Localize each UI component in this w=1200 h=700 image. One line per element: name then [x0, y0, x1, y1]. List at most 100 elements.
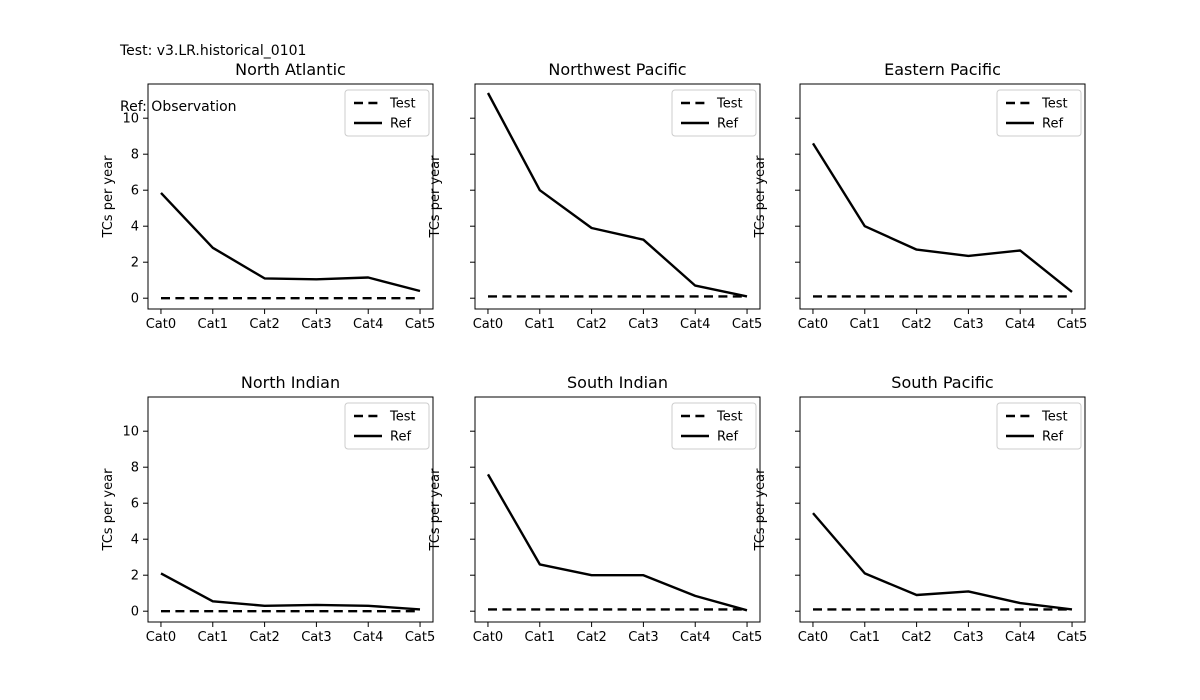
legend: Test Ref — [996, 402, 1082, 450]
x-tick-label: Cat1 — [198, 630, 228, 645]
x-tick-label: Cat1 — [525, 630, 555, 645]
chart-svg: Northwest Pacific TCs per year Cat0 Cat1 Cat… — [428, 60, 762, 332]
y-axis-label: TCs per year — [753, 468, 768, 552]
y-axis-label: TCs per year — [101, 468, 116, 552]
chart-panel-north-indian: North Indian TCs per year 0 2 4 6 8 10 Cat0 Cat1 C… — [100, 367, 445, 677]
legend-label-test: Test — [1041, 410, 1068, 425]
x-tick-label: Cat1 — [198, 317, 228, 332]
figure-header: Test: v3.LR.historical_0101 Ref: Observa… — [120, 5, 306, 153]
x-tick-label: Cat3 — [953, 630, 983, 645]
chart-title: Northwest Pacific — [548, 60, 686, 79]
y-tick-label: 6 — [131, 497, 139, 512]
x-tick-label: Cat1 — [525, 317, 555, 332]
x-tick-label: Cat3 — [301, 630, 331, 645]
axes-frame — [474, 83, 761, 310]
chart-title: North Indian — [241, 373, 340, 392]
x-tick-label: Cat3 — [301, 317, 331, 332]
x-tick-label: Cat2 — [576, 630, 606, 645]
legend-label-ref: Ref — [717, 117, 738, 132]
legend-label-test: Test — [389, 410, 416, 425]
x-tick-label: Cat2 — [901, 317, 931, 332]
y-tick-label: 4 — [131, 533, 139, 548]
chart-panel-northwest-pacific: Northwest Pacific TCs per year Cat0 Cat1 Cat… — [427, 54, 772, 364]
header-test-line: Test: v3.LR.historical_0101 — [120, 43, 307, 59]
x-tick-label: Cat5 — [405, 630, 435, 645]
legend-frame — [671, 89, 757, 137]
y-axis-label: TCs per year — [101, 155, 116, 239]
legend: Test Ref — [996, 89, 1082, 137]
legend-label-test: Test — [716, 97, 743, 112]
x-tick-label: Cat5 — [732, 630, 762, 645]
y-tick-label: 8 — [131, 461, 139, 476]
chart-svg: Eastern Pacific TCs per year Cat0 Cat1 Cat2 C… — [753, 60, 1087, 332]
legend-label-ref: Ref — [390, 117, 411, 132]
legend-label-test: Test — [716, 410, 743, 425]
legend: Test Ref — [344, 402, 430, 450]
x-tick-label: Cat4 — [353, 317, 383, 332]
chart-svg: South Pacific TCs per year Cat0 Cat1 Cat2 Cat… — [753, 373, 1087, 645]
legend-label-ref: Ref — [1042, 430, 1063, 445]
x-tick-label: Cat2 — [249, 630, 279, 645]
legend-frame — [671, 402, 757, 450]
chart-svg: South Indian TCs per year Cat0 Cat1 Cat2 Cat3… — [428, 373, 762, 645]
x-tick-label: Cat0 — [473, 317, 503, 332]
x-tick-label: Cat0 — [146, 317, 176, 332]
axes-frame — [799, 396, 1086, 623]
legend: Test Ref — [344, 89, 430, 137]
y-tick-label: 4 — [131, 220, 139, 235]
y-tick-label: 8 — [131, 148, 139, 163]
legend-frame — [996, 402, 1082, 450]
y-tick-label: 10 — [122, 425, 139, 440]
legend-label-ref: Ref — [717, 430, 738, 445]
x-tick-label: Cat3 — [628, 630, 658, 645]
x-tick-label: Cat4 — [1005, 630, 1035, 645]
x-tick-label: Cat0 — [146, 630, 176, 645]
x-tick-label: Cat4 — [680, 317, 710, 332]
x-tick-label: Cat1 — [850, 317, 880, 332]
legend-frame — [344, 89, 430, 137]
series-line-ref — [486, 473, 748, 612]
chart-title: North Atlantic — [235, 60, 346, 79]
legend-frame — [344, 402, 430, 450]
series-line-ref — [160, 192, 421, 293]
y-tick-label: 10 — [122, 112, 139, 127]
x-tick-label: Cat4 — [680, 630, 710, 645]
legend-label-ref: Ref — [390, 430, 411, 445]
chart-panel-south-indian: South Indian TCs per year Cat0 Cat1 Cat2 Cat3… — [427, 367, 772, 677]
y-tick-label: 0 — [131, 292, 139, 307]
axes-frame — [147, 83, 434, 310]
y-axis-label: TCs per year — [753, 155, 768, 239]
chart-svg: North Indian TCs per year 0 2 4 6 8 10 Cat0 Cat1 C… — [101, 373, 435, 645]
x-tick-label: Cat2 — [249, 317, 279, 332]
legend: Test Ref — [671, 89, 757, 137]
chart-title: South Indian — [567, 373, 668, 392]
x-tick-label: Cat0 — [798, 317, 828, 332]
axes-frame — [474, 396, 761, 623]
y-axis-label: TCs per year — [428, 468, 443, 552]
x-tick-label: Cat4 — [1005, 317, 1035, 332]
y-tick-label: 6 — [131, 184, 139, 199]
x-tick-label: Cat5 — [732, 317, 762, 332]
x-tick-label: Cat3 — [953, 317, 983, 332]
series-line-ref — [160, 572, 421, 611]
chart-panel-eastern-pacific: Eastern Pacific TCs per year Cat0 Cat1 Cat2 C… — [752, 54, 1097, 364]
axes-frame — [799, 83, 1086, 310]
series-line-ref — [812, 512, 1073, 611]
x-tick-label: Cat5 — [1057, 630, 1087, 645]
y-tick-label: 2 — [131, 569, 139, 584]
legend-label-test: Test — [389, 97, 416, 112]
series-line-ref — [486, 92, 748, 298]
x-tick-label: Cat1 — [850, 630, 880, 645]
x-tick-label: Cat3 — [628, 317, 658, 332]
chart-title: South Pacific — [891, 373, 993, 392]
header-ref-line: Ref: Observation — [120, 98, 237, 115]
legend: Test Ref — [671, 402, 757, 450]
y-tick-label: 0 — [131, 605, 139, 620]
chart-svg: North Atlantic TCs per year 0 2 4 6 8 10 Cat0 Cat… — [101, 60, 435, 332]
x-tick-label: Cat0 — [798, 630, 828, 645]
x-tick-label: Cat4 — [353, 630, 383, 645]
y-axis-label: TCs per year — [428, 155, 443, 239]
legend-label-ref: Ref — [1042, 117, 1063, 132]
x-tick-label: Cat2 — [576, 317, 606, 332]
y-tick-label: 2 — [131, 256, 139, 271]
